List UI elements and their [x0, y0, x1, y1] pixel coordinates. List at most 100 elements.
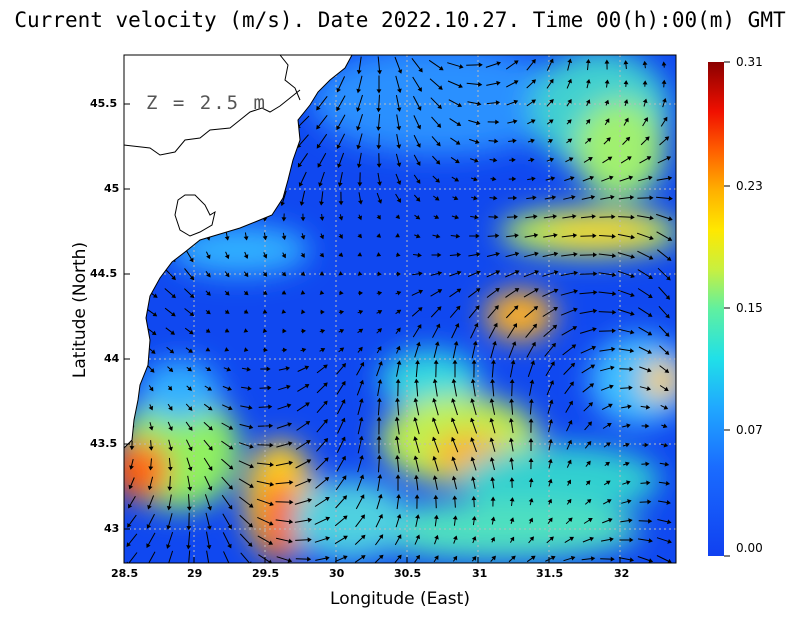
velocity-arrow-head [281, 217, 287, 222]
velocity-arrow-head [533, 305, 539, 311]
velocity-arrow-head [647, 312, 653, 317]
velocity-arrow-head [189, 257, 194, 263]
velocity-arrow-head [396, 162, 402, 168]
y-tick-label: 45.5 [90, 97, 118, 110]
velocity-arrow-head [396, 327, 401, 333]
velocity-arrow-head [509, 497, 515, 502]
velocity-arrow-head [341, 455, 346, 461]
velocity-arrow-head [490, 476, 496, 482]
velocity-arrow-head [667, 538, 672, 544]
velocity-arrow-head [227, 543, 232, 549]
velocity-arrow-head [341, 399, 346, 404]
velocity-arrow-head [377, 199, 383, 204]
velocity-arrow-head [589, 536, 594, 542]
velocity-arrow-head [609, 175, 614, 181]
velocity-arrow-head [376, 214, 381, 220]
velocity-arrow-head [206, 291, 211, 296]
velocity-arrow-head [647, 293, 653, 299]
velocity-arrow-head [567, 517, 573, 523]
velocity-arrow-head [324, 476, 330, 482]
velocity-arrow-head [608, 403, 613, 409]
velocity-arrow-head [208, 425, 213, 431]
velocity-arrow-head [282, 328, 287, 334]
velocity-arrow-head [298, 182, 304, 187]
velocity-arrow-head [630, 292, 635, 298]
velocity-arrow-head [323, 400, 328, 406]
velocity-arrow-head [592, 308, 598, 314]
velocity-arrow-head [528, 438, 534, 443]
velocity-arrow-head [493, 157, 498, 163]
velocity-arrow-head [645, 461, 650, 467]
colorbar-label: 0.23 [736, 179, 763, 193]
velocity-arrow-head [664, 461, 670, 467]
velocity-arrow-head [509, 457, 515, 462]
velocity-arrow-head [417, 252, 422, 258]
velocity-arrow-head [495, 287, 500, 293]
velocity-arrow-head [396, 180, 402, 185]
velocity-arrow-head [432, 455, 437, 461]
velocity-arrow-head [357, 271, 363, 276]
velocity-arrow-head [207, 505, 212, 511]
velocity-arrow-head [476, 270, 481, 275]
velocity-arrow-head [378, 360, 383, 366]
velocity-arrow-head [649, 215, 654, 221]
velocity-arrow-head [396, 198, 401, 203]
velocity-arrow-head [489, 398, 495, 403]
velocity-arrow-head [417, 87, 422, 92]
velocity-arrow-head [533, 233, 539, 238]
colorbar-label: 0.31 [736, 55, 763, 69]
velocity-arrow-head [356, 163, 362, 169]
velocity-arrow-head [667, 519, 672, 525]
axis-ticks [123, 103, 621, 563]
velocity-arrow-head [530, 157, 535, 163]
velocity-arrow-head [324, 496, 330, 502]
velocity-arrow-head [611, 346, 616, 352]
velocity-arrow-head [341, 380, 346, 386]
velocity-arrow-head [243, 272, 249, 278]
velocity-arrow-head [511, 341, 517, 346]
velocity-arrow-head [511, 157, 516, 163]
velocity-arrow-head [514, 270, 520, 275]
velocity-arrow-head [207, 486, 213, 491]
velocity-arrow-head [188, 446, 193, 452]
velocity-arrow-head [360, 555, 366, 560]
x-tick-label: 29.5 [252, 567, 280, 580]
velocity-arrow-head [282, 347, 288, 353]
velocity-arrow-head [170, 330, 175, 335]
velocity-arrow-head [629, 557, 635, 563]
velocity-arrow-head [490, 516, 496, 522]
velocity-arrow-head [338, 201, 344, 206]
velocity-arrow-head [475, 288, 481, 293]
velocity-arrow-head [509, 417, 514, 423]
velocity-arrow-head [625, 136, 631, 142]
velocity-arrow-head [665, 295, 671, 300]
velocity-arrow-head [667, 175, 673, 181]
velocity-arrow-head [417, 106, 422, 111]
velocity-arrow-head [415, 233, 421, 239]
velocity-arrow-head [248, 503, 254, 508]
velocity-arrow-head [567, 119, 572, 124]
velocity-arrow-head [319, 271, 325, 276]
velocity-arrow-head [642, 80, 648, 85]
velocity-arrow-head [473, 176, 478, 182]
velocity-arrow-head [611, 253, 617, 259]
velocity-arrow-head [606, 137, 611, 142]
velocity-arrow-head [663, 386, 669, 392]
velocity-arrow-head [573, 251, 578, 257]
velocity-arrow-head [451, 475, 457, 481]
velocity-arrow-head [307, 478, 312, 484]
velocity-arrow-head [413, 397, 419, 403]
velocity-arrow-head [550, 176, 556, 181]
velocity-arrow-head [436, 141, 441, 147]
velocity-arrow-head [589, 175, 595, 181]
velocity-arrow-head [358, 416, 364, 422]
velocity-arrow-head [228, 504, 233, 510]
velocity-arrow [148, 551, 156, 563]
velocity-arrow-head [325, 555, 330, 561]
velocity-arrow-head [585, 480, 591, 485]
velocity-arrow-head [243, 236, 249, 241]
velocity-arrow-head [186, 526, 192, 531]
velocity-arrow-head [549, 58, 554, 64]
velocity-arrow-head [396, 513, 402, 519]
velocity-arrow-head [304, 365, 310, 371]
